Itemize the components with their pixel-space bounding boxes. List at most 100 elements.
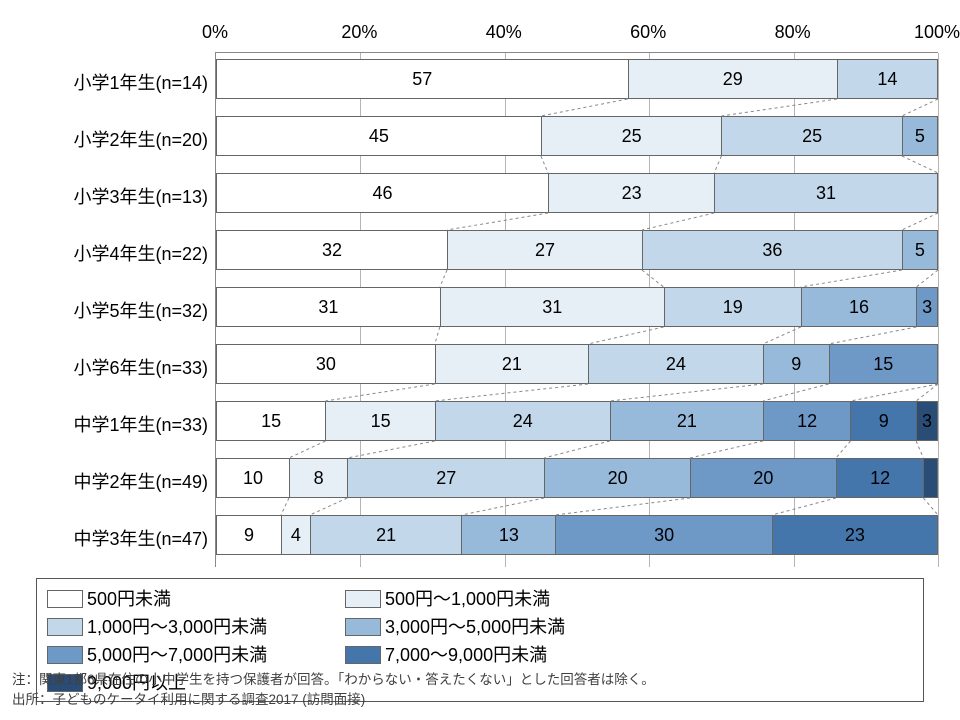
bar-segment: 5 [902,116,938,156]
bar-segment: 23 [772,515,938,555]
x-tick-label: 100% [914,22,960,43]
category-label: 中学1年生(n=33) [8,395,208,452]
x-tick-label: 0% [202,22,228,43]
bar-segment: 13 [461,515,555,555]
category-label: 中学3年生(n=47) [8,509,208,566]
bar-segment: 14 [837,59,938,99]
stacked-bar: 302124915 [216,344,938,384]
bar-segment: 25 [541,116,722,156]
legend-swatch [345,590,381,608]
legend-label: 500円未満 [87,585,171,613]
bar-segment: 57 [216,59,628,99]
bar-segment: 10 [216,458,289,498]
bar-segment: 15 [216,401,325,441]
bar-row: 中学3年生(n=47)9421133023 [216,509,938,566]
bar-segment: 16 [801,287,917,327]
stacked-bar: 9421133023 [216,515,938,555]
bar-segment: 30 [216,344,435,384]
bar-row: 小学5年生(n=32)313119163 [216,281,938,338]
category-label: 小学1年生(n=14) [8,53,208,110]
bar-segment [923,458,938,498]
bar-segment: 19 [664,287,801,327]
bar-row: 小学1年生(n=14)572914 [216,53,938,110]
bar-segment: 21 [610,401,763,441]
legend-label: 3,000円～5,000円未満 [385,613,565,641]
category-label: 小学5年生(n=32) [8,281,208,338]
category-label: 中学2年生(n=49) [8,452,208,509]
bar-segment: 5 [902,230,938,270]
bar-segment: 21 [310,515,462,555]
x-tick-label: 80% [775,22,811,43]
bar-row: 小学3年生(n=13)462331 [216,167,938,224]
bar-segment: 31 [216,287,440,327]
bar-row: 小学6年生(n=33)302124915 [216,338,938,395]
bar-segment: 45 [216,116,541,156]
stacked-bar-chart: 0%20%40%60%80%100% 小学1年生(n=14)572914小学2年… [0,0,960,720]
legend-swatch [47,618,83,636]
bar-segment: 46 [216,173,548,213]
legend-label: 7,000～9,000円未満 [385,641,547,669]
x-tick-label: 60% [630,22,666,43]
footnote-line: 出所：子どものケータイ利用に関する調査2017 (訪問面接) [12,690,655,710]
legend-label: 1,000円～3,000円未満 [87,613,267,641]
category-label: 小学3年生(n=13) [8,167,208,224]
bar-segment: 9 [763,344,829,384]
bar-segment: 15 [829,344,938,384]
bar-segment: 9 [850,401,916,441]
gridline [938,53,939,567]
legend-item: 500円未満 [47,585,327,613]
bar-segment: 24 [435,401,610,441]
bar-segment: 3 [916,401,938,441]
bar-segment: 12 [763,401,851,441]
bar-segment: 20 [690,458,836,498]
category-label: 小学6年生(n=33) [8,338,208,395]
bar-segment: 30 [555,515,772,555]
bar-segment: 8 [289,458,347,498]
bar-segment: 12 [836,458,924,498]
stacked-bar: 10827202012 [216,458,938,498]
bar-row: 中学1年生(n=33)151524211293 [216,395,938,452]
legend-item: 1,000円～3,000円未満 [47,613,327,641]
bar-segment: 3 [916,287,938,327]
bar-segment: 29 [628,59,837,99]
legend-item: 5,000円～7,000円未満 [47,641,327,669]
stacked-bar: 4525255 [216,116,938,156]
legend-swatch [345,646,381,664]
plot-area: 小学1年生(n=14)572914小学2年生(n=20)4525255小学3年生… [215,52,938,567]
bar-segment: 27 [347,458,544,498]
bar-segment: 31 [714,173,938,213]
legend-label: 5,000円～7,000円未満 [87,641,267,669]
bar-segment: 9 [216,515,281,555]
bar-segment: 15 [325,401,434,441]
stacked-bar: 462331 [216,173,938,213]
category-label: 小学2年生(n=20) [8,110,208,167]
legend-item: 3,000円～5,000円未満 [345,613,625,641]
x-axis-labels: 0%20%40%60%80%100% [215,22,937,46]
stacked-bar: 313119163 [216,287,938,327]
legend-swatch [47,590,83,608]
bar-segment: 20 [544,458,690,498]
bar-segment: 31 [440,287,664,327]
bar-row: 中学2年生(n=49)10827202012 [216,452,938,509]
legend-label: 500円～1,000円未満 [385,585,550,613]
bar-segment: 24 [588,344,763,384]
legend-item: 7,000～9,000円未満 [345,641,625,669]
legend-swatch [345,618,381,636]
bar-segment: 27 [447,230,642,270]
bar-segment: 25 [721,116,902,156]
x-tick-label: 20% [341,22,377,43]
legend-item: 500円～1,000円未満 [345,585,625,613]
bar-segment: 4 [281,515,310,555]
category-label: 小学4年生(n=22) [8,224,208,281]
bar-row: 小学4年生(n=22)3227365 [216,224,938,281]
stacked-bar: 3227365 [216,230,938,270]
bar-row: 小学2年生(n=20)4525255 [216,110,938,167]
bar-segment: 32 [216,230,447,270]
footnote-line: 注：関東1都6県在住の小中学生を持つ保護者が回答。「わからない・答えたくない」と… [12,670,655,690]
footnotes: 注：関東1都6県在住の小中学生を持つ保護者が回答。「わからない・答えたくない」と… [12,670,655,710]
bar-segment: 23 [548,173,714,213]
legend-swatch [47,646,83,664]
x-tick-label: 40% [486,22,522,43]
stacked-bar: 572914 [216,59,938,99]
bar-segment: 36 [642,230,902,270]
